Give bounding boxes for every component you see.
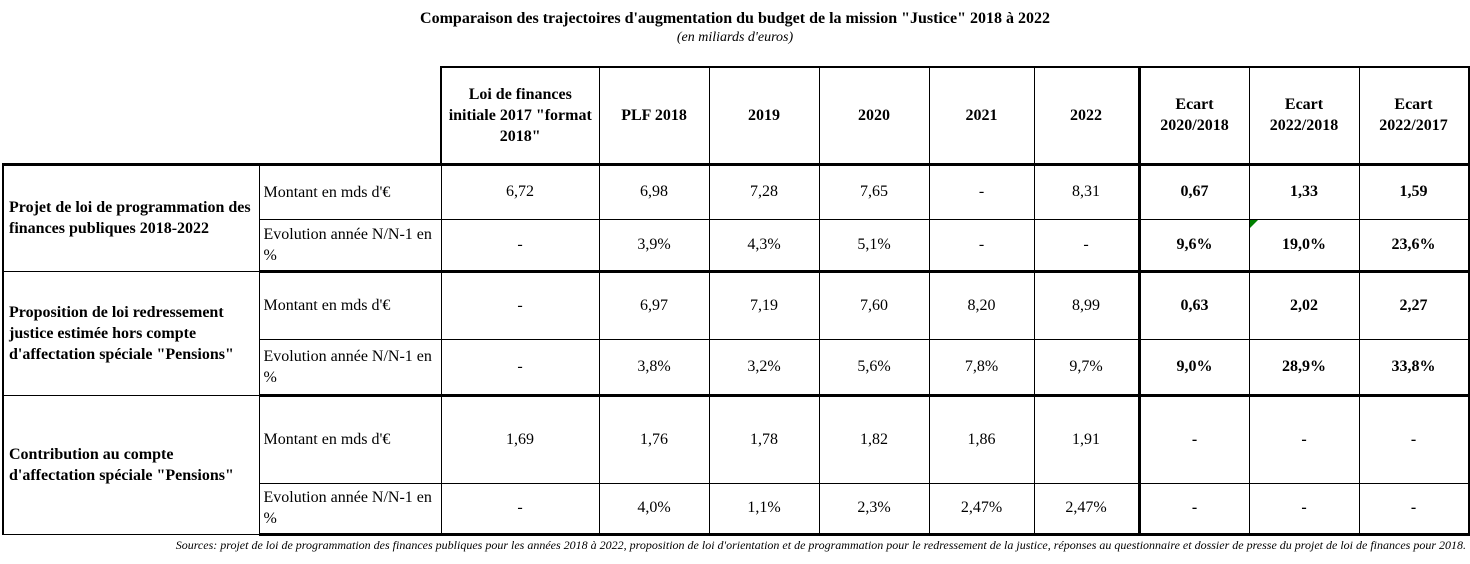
value-cell: 1,69 [440, 394, 600, 484]
value-cell: 9,6% [1137, 218, 1250, 273]
value-text: 19,0% [1282, 235, 1326, 253]
group-label-proposition-loi: Proposition de loi redressement justice … [2, 270, 260, 396]
value-cell: - [440, 270, 600, 340]
column-header-2020: 2020 [818, 66, 930, 166]
table-row: Evolution année N/N-1 en % - 4,0% 1,1% 2… [3, 482, 1470, 536]
value-cell: 7,28 [708, 163, 820, 220]
value-cell: 1,76 [598, 394, 710, 484]
budget-table: Loi de finances initiale 2017 "format 20… [2, 66, 1470, 536]
value-cell: 2,3% [818, 482, 930, 536]
title-block: Comparaison des trajectoires d'augmentat… [0, 9, 1470, 47]
row-label-evolution: Evolution année N/N-1 en % [258, 218, 442, 273]
column-header-ecart-2022-2017: Ecart 2022/2017 [1358, 66, 1470, 166]
value-cell: 33,8% [1358, 338, 1470, 397]
row-label-montant: Montant en mds d'€ [258, 163, 442, 220]
value-cell: 1,33 [1248, 163, 1360, 220]
row-label-montant: Montant en mds d'€ [258, 270, 442, 340]
value-cell: 7,19 [708, 270, 820, 340]
value-cell: - [440, 218, 600, 273]
column-header-lfi-2017: Loi de finances initiale 2017 "format 20… [440, 66, 600, 166]
sources-note: Sources: projet de loi de programmation … [175, 538, 1466, 552]
value-cell: - [1137, 482, 1250, 536]
value-cell: 9,0% [1137, 338, 1250, 397]
page-subtitle: (en miliards d'euros) [676, 30, 794, 45]
value-cell: 1,78 [708, 394, 820, 484]
value-cell: 6,72 [440, 163, 600, 220]
value-cell: 4,3% [708, 218, 820, 273]
value-cell: 1,91 [1033, 394, 1140, 484]
page-title: Comparaison des trajectoires d'augmentat… [420, 10, 1050, 27]
column-header-2022: 2022 [1033, 66, 1140, 166]
value-cell: 0,67 [1137, 163, 1250, 220]
value-cell: 2,27 [1358, 270, 1470, 340]
value-cell: 8,31 [1033, 163, 1140, 220]
value-cell: 2,47% [928, 482, 1035, 536]
value-cell: - [928, 163, 1035, 220]
value-cell: 3,9% [598, 218, 710, 273]
table-row: Contribution au compte d'affectation spé… [2, 394, 1470, 535]
value-cell: 1,59 [1358, 163, 1470, 220]
value-cell: 1,82 [818, 394, 930, 484]
column-header-2019: 2019 [708, 66, 820, 166]
value-cell: - [1358, 394, 1470, 484]
value-cell: 1,1% [708, 482, 820, 536]
value-cell: 19,0% [1248, 218, 1360, 273]
table-row: Proposition de loi redressement justice … [2, 270, 1470, 396]
value-cell: 3,2% [708, 338, 820, 397]
value-cell: 8,99 [1033, 270, 1140, 340]
value-cell: - [1248, 482, 1360, 536]
value-cell: - [1248, 394, 1360, 484]
group-label-contribution-cas: Contribution au compte d'affectation spé… [2, 394, 260, 535]
column-header-2021: 2021 [928, 66, 1035, 166]
value-cell: - [1358, 482, 1470, 536]
value-cell: 4,0% [598, 482, 710, 536]
value-cell: - [928, 218, 1035, 273]
value-cell: 2,02 [1248, 270, 1360, 340]
value-cell: - [440, 482, 600, 536]
value-cell: 6,97 [598, 270, 710, 340]
value-cell: 2,47% [1033, 482, 1140, 536]
row-label-evolution: Evolution année N/N-1 en % [258, 338, 442, 397]
value-cell: 1,86 [928, 394, 1035, 484]
value-cell: 0,63 [1137, 270, 1250, 340]
error-triangle-icon [1250, 220, 1258, 228]
table-row: Evolution année N/N-1 en % - 3,8% 3,2% 5… [3, 338, 1470, 397]
value-cell: 5,6% [818, 338, 930, 397]
value-cell: - [440, 338, 600, 397]
table-row: Projet de loi de programmation des finan… [2, 163, 1470, 272]
column-header-plf-2018: PLF 2018 [598, 66, 710, 166]
header-blank-cell [3, 67, 441, 166]
value-cell: 23,6% [1358, 218, 1470, 273]
value-cell: 9,7% [1033, 338, 1140, 397]
table-row: Evolution année N/N-1 en % - 3,9% 4,3% 5… [3, 218, 1470, 273]
value-cell: 28,9% [1248, 338, 1360, 397]
value-cell: 5,1% [818, 218, 930, 273]
value-cell: 7,65 [818, 163, 930, 220]
row-label-evolution: Evolution année N/N-1 en % [258, 482, 442, 536]
column-header-ecart-2020-2018: Ecart 2020/2018 [1137, 66, 1250, 166]
group-label-plpfp: Projet de loi de programmation des finan… [2, 163, 260, 272]
value-cell: - [1137, 394, 1250, 484]
row-label-montant: Montant en mds d'€ [258, 394, 442, 484]
header-row: Loi de finances initiale 2017 "format 20… [3, 66, 1470, 166]
value-cell: 8,20 [928, 270, 1035, 340]
column-header-ecart-2022-2018: Ecart 2022/2018 [1248, 66, 1360, 166]
value-cell: 7,60 [818, 270, 930, 340]
value-cell: 6,98 [598, 163, 710, 220]
value-cell: 7,8% [928, 338, 1035, 397]
value-cell: 3,8% [598, 338, 710, 397]
value-cell: - [1033, 218, 1140, 273]
